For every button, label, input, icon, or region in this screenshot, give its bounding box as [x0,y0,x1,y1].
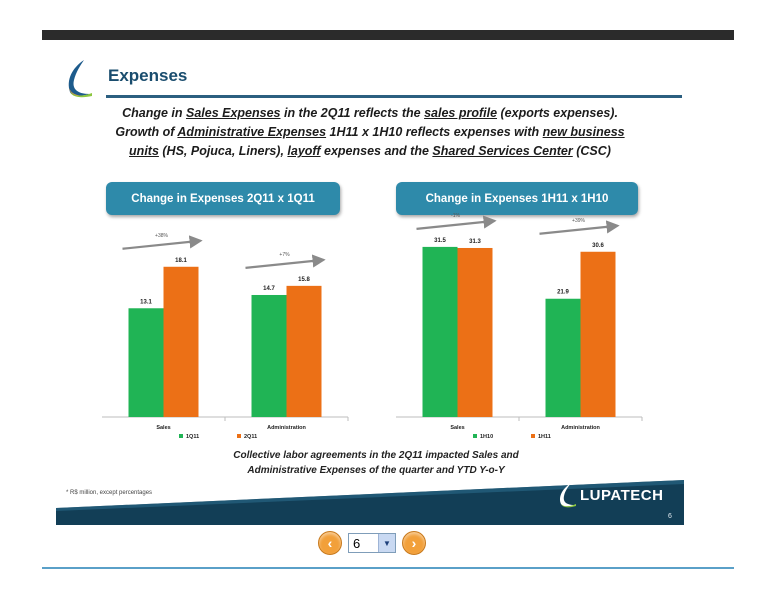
data-label: 31.5 [434,238,446,244]
page-select-value: 6 [353,535,361,551]
bar [286,285,322,417]
bar [128,308,164,417]
data-label: 14.7 [263,286,275,292]
data-label: 31.3 [469,239,481,245]
trend-arrow [416,215,497,230]
bar [580,251,616,417]
data-label: 13.1 [140,299,152,305]
change-label: +7% [279,252,290,258]
page-select[interactable]: 6 ▼ [348,533,396,553]
bar [457,247,493,417]
data-label: 18.1 [175,258,187,264]
bar [163,266,199,417]
data-label: 21.9 [557,290,569,296]
footnote: Collective labor agreements in the 2Q11 … [233,450,519,476]
top-rule [42,30,734,40]
legend-label: 1H11 [538,434,551,440]
units-note: * R$ million, except percentages [66,490,153,496]
legend-label: 2Q11 [244,434,257,440]
intro-text: Change in Sales Expenses in the 2Q11 ref… [115,106,625,158]
bottom-rule [42,567,734,569]
pager: ‹ 6 ▼ › [318,530,426,556]
x-tick-label: Administration [561,425,600,431]
arrow-left-icon: ‹ [327,535,333,551]
page-title: Expenses [108,66,188,85]
expenses-charts: 13.1 18.1 Sales +38% 14.7 15.8 Administration +… [102,213,643,440]
next-page-button[interactable]: › [402,531,426,555]
trend-arrow [122,235,203,250]
legend-swatch [473,434,477,438]
chart-title-quarterly: Change in Expenses 2Q11 x 1Q11 [106,182,340,215]
trend-arrow [245,254,326,269]
lupatech-swoosh-icon [68,60,92,98]
legend-swatch [237,434,241,438]
data-label: 15.8 [298,277,310,283]
slide: Expenses Change in Sales Expenses in the… [56,40,684,525]
x-tick-label: Administration [267,425,306,431]
x-tick-label: Sales [156,425,170,431]
arrow-right-icon: › [411,535,417,551]
chevron-down-icon[interactable]: ▼ [378,534,395,552]
footer-band [56,480,684,525]
previous-page-button[interactable]: ‹ [318,531,342,555]
slide-page-number: 6 [668,513,672,520]
change-label: +39% [572,218,585,224]
lupatech-logo-icon [560,483,576,508]
legend-swatch [179,434,183,438]
legend-label: 1H10 [480,434,493,440]
trend-arrow [539,220,620,235]
data-label: 30.6 [592,243,604,249]
legend-swatch [531,434,535,438]
bar [251,294,287,417]
change-label: +38% [155,233,168,239]
bar [422,246,458,417]
chart-title-semiannual: Change in Expenses 1H11 x 1H10 [396,182,638,215]
title-divider [106,95,682,98]
brand-name: LUPATECH [580,487,664,504]
bar [545,298,581,417]
change-label: -1% [451,213,460,219]
legend-label: 1Q11 [186,434,199,440]
x-tick-label: Sales [450,425,464,431]
